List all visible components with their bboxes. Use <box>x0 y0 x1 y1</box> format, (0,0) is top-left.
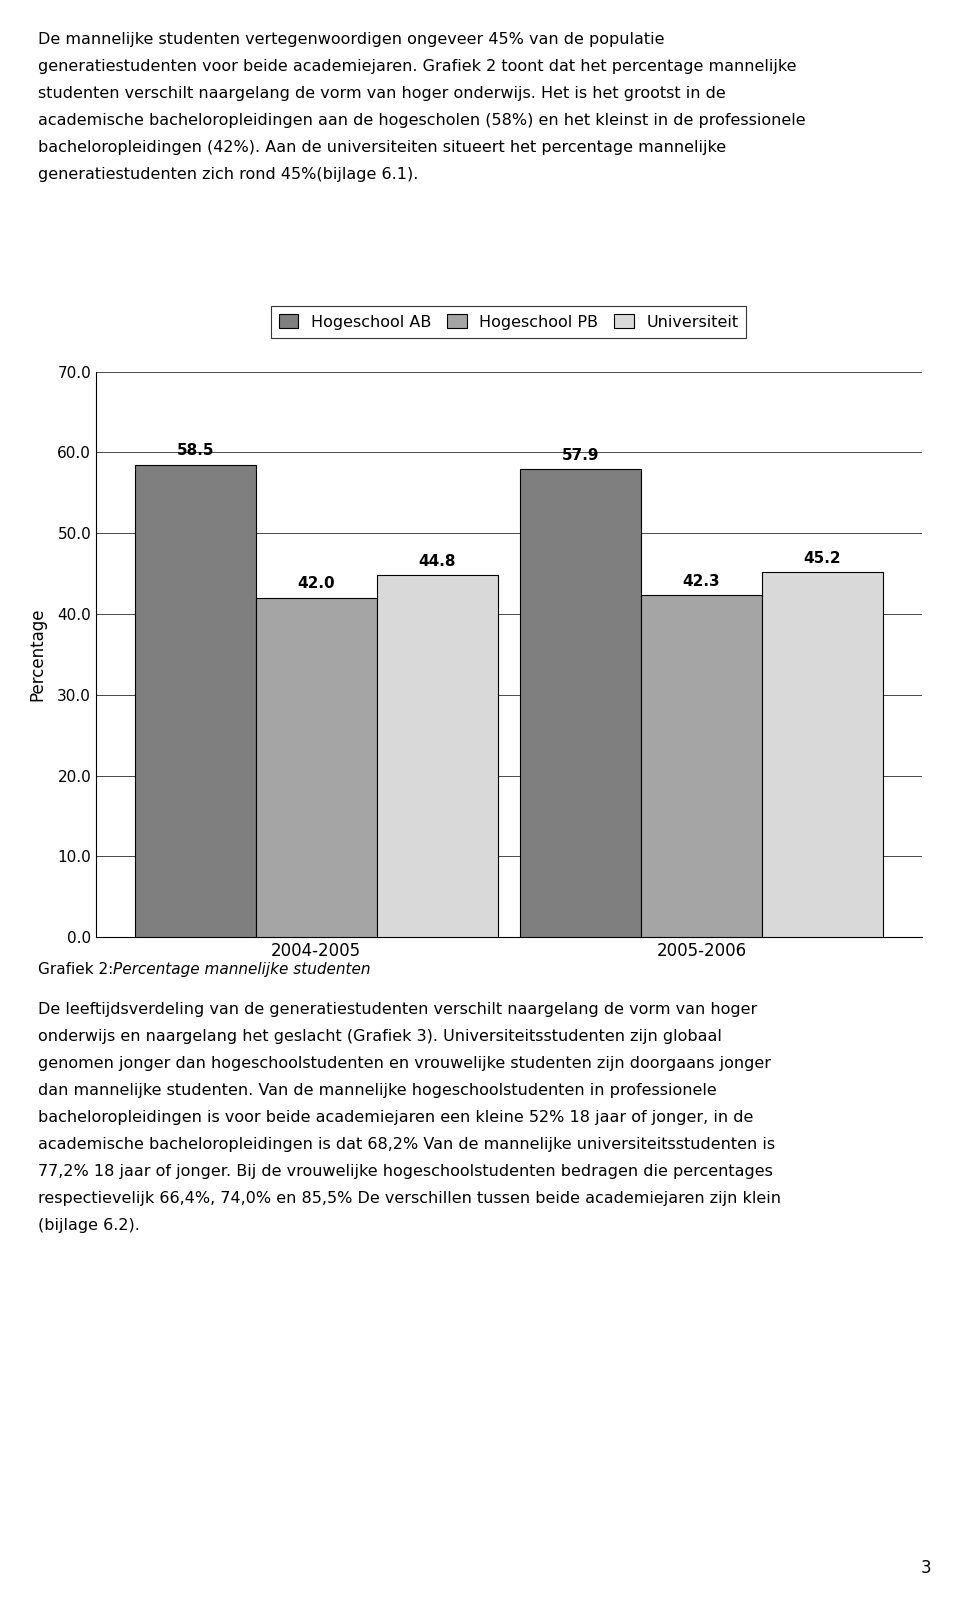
Bar <box>255 598 376 937</box>
Bar <box>519 470 641 937</box>
Bar <box>641 596 762 937</box>
Text: Grafiek 2:: Grafiek 2: <box>38 962 124 978</box>
Bar <box>762 572 883 937</box>
Text: De mannelijke studenten vertegenwoordigen ongeveer 45% van de populatie
generati: De mannelijke studenten vertegenwoordige… <box>38 32 806 183</box>
Y-axis label: Percentage: Percentage <box>28 608 46 701</box>
Text: 45.2: 45.2 <box>804 551 841 566</box>
Text: 42.0: 42.0 <box>298 577 335 591</box>
Text: Percentage mannelijke studenten: Percentage mannelijke studenten <box>113 962 371 978</box>
Text: 42.3: 42.3 <box>683 574 720 590</box>
Legend: Hogeschool AB, Hogeschool PB, Universiteit: Hogeschool AB, Hogeschool PB, Universite… <box>271 305 747 338</box>
Bar <box>376 575 498 937</box>
Bar <box>134 465 255 937</box>
Text: 58.5: 58.5 <box>177 443 214 459</box>
Text: 57.9: 57.9 <box>562 448 599 464</box>
Text: 3: 3 <box>921 1558 931 1577</box>
Text: 44.8: 44.8 <box>419 554 456 569</box>
Text: De leeftijdsverdeling van de generatiestudenten verschilt naargelang de vorm van: De leeftijdsverdeling van de generatiest… <box>38 1002 781 1233</box>
